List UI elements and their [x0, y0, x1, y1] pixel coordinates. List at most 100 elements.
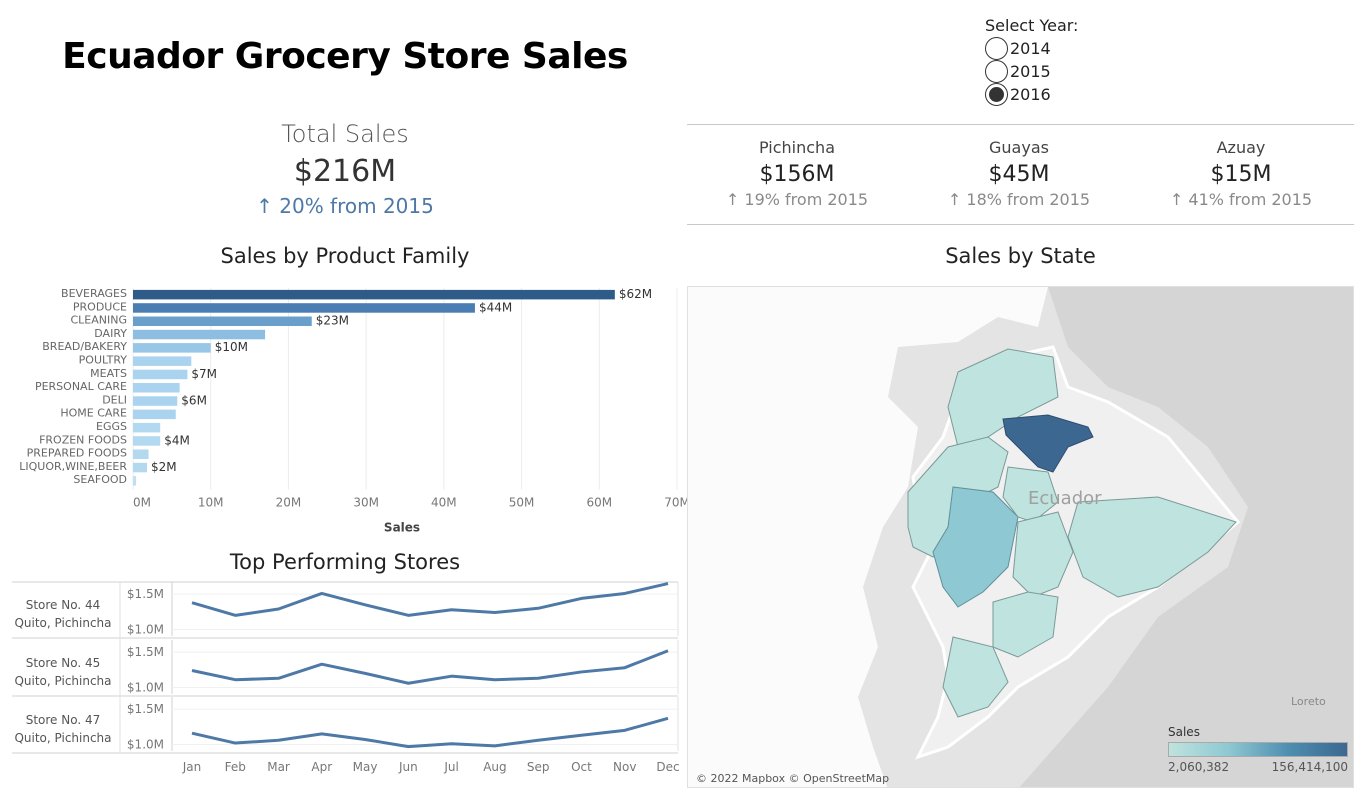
category-label: EGGS	[96, 420, 127, 433]
year-option-label: 2016	[1010, 85, 1051, 104]
kpi-state-name: Guayas	[989, 138, 1049, 157]
x-tick-label: Jan	[182, 760, 202, 774]
category-label: LIQUOR,WINE,BEER	[19, 460, 127, 473]
store-location: Quito, Pichincha	[14, 731, 111, 745]
bar	[133, 383, 180, 393]
map-title: Sales by State	[945, 244, 1096, 268]
state-loja[interactable]	[942, 636, 1009, 718]
bar-value-label: $44M	[479, 300, 512, 314]
bar	[133, 409, 176, 420]
kpi-state-name: Azuay	[1216, 138, 1266, 157]
x-tick-label: Aug	[483, 760, 506, 774]
kpi-state-value: $45M	[988, 162, 1050, 187]
series-line	[191, 716, 669, 749]
state-guayas[interactable]	[932, 486, 1019, 608]
store-name: Store No. 44	[26, 598, 101, 612]
series-line	[191, 649, 669, 685]
product-family-chart-title: Sales by Product Family	[220, 244, 470, 268]
neighbor-country-area	[1019, 287, 1353, 787]
state-esmeraldas[interactable]	[947, 348, 1059, 448]
sales-by-state-map[interactable]: Ecuador Loreto © 2022 Mapbox © OpenStree…	[687, 286, 1354, 788]
x-tick-label: 30M	[353, 496, 379, 510]
legend-min: 2,060,382	[1168, 760, 1230, 774]
category-label: DAIRY	[94, 327, 127, 340]
y-tick-label: $1.0M	[127, 680, 164, 694]
line-chart-svg: $1.5M $1.0M Store No. 44 Quito, Pichincha $1…	[12, 581, 680, 774]
store-location: Quito, Pichincha	[14, 616, 111, 630]
bar-value-label: $7M	[191, 367, 217, 381]
category-label: HOME CARE	[60, 407, 127, 420]
kpi-pichincha: Pichincha $156M ↑ 19% from 2015	[686, 138, 908, 209]
map-canvas[interactable]: Ecuador Loreto © 2022 Mapbox © OpenStree…	[688, 287, 1354, 788]
category-label: BEVERAGES	[61, 287, 127, 300]
kpi-state-name: Pichincha	[758, 138, 835, 157]
store-name: Store No. 45	[26, 656, 101, 670]
category-label: SEAFOOD	[73, 473, 127, 486]
state-chimborazo[interactable]	[1012, 511, 1074, 598]
kpi-state-value: $156M	[759, 162, 835, 187]
bar	[133, 476, 137, 486]
top-stores-line-chart: $1.5M $1.0M Store No. 44 Quito, Pichincha $1…	[0, 578, 690, 778]
kpi-state-change: ↑ 19% from 2015	[725, 190, 869, 209]
x-tick-label: 40M	[431, 496, 457, 510]
legend-title: Sales	[1168, 725, 1200, 739]
category-label: POULTRY	[79, 354, 128, 367]
kpi-top-divider	[687, 124, 1354, 125]
total-sales-change: ↑ 20% from 2015	[256, 194, 434, 218]
total-sales-value: $216M	[293, 154, 397, 189]
map-country-label: Ecuador	[1028, 488, 1102, 509]
x-tick-label: 10M	[198, 496, 224, 510]
radio-button-selected-icon[interactable]	[985, 83, 1008, 106]
bar	[133, 462, 147, 473]
kpi-azuay: Azuay $15M ↑ 41% from 2015	[1130, 138, 1352, 209]
product-family-bar-chart: 0M 10M 20M 30M 40M 50M 60M 70M BEVERAGES $62M PROD…	[0, 284, 690, 540]
kpi-state-change: ↑ 41% from 2015	[1169, 190, 1313, 209]
bar-value-label: $62M	[619, 287, 652, 301]
x-tick-label: 70M	[664, 496, 690, 510]
bar	[133, 369, 188, 380]
y-tick-label: $1.5M	[127, 702, 164, 716]
category-label: CLEANING	[70, 314, 127, 327]
kpi-state-value: $15M	[1210, 162, 1272, 187]
x-axis-label: Sales	[384, 521, 420, 535]
state-pastaza[interactable]	[1067, 496, 1237, 598]
year-option-2014[interactable]: 2014	[985, 37, 1078, 60]
legend-color-ramp	[1168, 742, 1348, 757]
y-tick-label: $1.0M	[127, 737, 164, 751]
radio-button-icon[interactable]	[985, 37, 1008, 60]
y-tick-label: $1.5M	[127, 587, 164, 601]
x-tick-label: Oct	[571, 760, 592, 774]
category-label: DELI	[102, 393, 127, 406]
legend-max: 156,414,100	[1271, 760, 1348, 774]
bar-value-label: $10M	[215, 340, 248, 354]
x-tick-label: Apr	[311, 760, 332, 774]
x-tick-label: 60M	[586, 496, 612, 510]
kpi-bottom-divider	[687, 224, 1354, 225]
bar-value-label: $23M	[316, 314, 349, 328]
x-tick-label: 50M	[509, 496, 535, 510]
radio-button-icon[interactable]	[985, 60, 1008, 83]
year-filter: Select Year: 2014 2015 2016	[985, 16, 1078, 106]
bar	[133, 422, 161, 433]
category-label: FROZEN FOODS	[39, 433, 127, 446]
category-label: MEATS	[90, 367, 127, 380]
store-name: Store No. 47	[26, 713, 101, 727]
x-tick-label: Feb	[225, 760, 246, 774]
legend-range: 2,060,382 156,414,100	[1168, 760, 1348, 774]
y-tick-label: $1.0M	[127, 622, 164, 636]
map-legend: Sales 2,060,382 156,414,100	[1168, 725, 1348, 774]
x-tick-label: Nov	[613, 760, 636, 774]
bar	[133, 396, 178, 406]
bar-value-label: $6M	[181, 393, 207, 407]
bar	[133, 449, 149, 459]
x-tick-label: 20M	[276, 496, 302, 510]
store-location: Quito, Pichincha	[14, 674, 111, 688]
category-label: PERSONAL CARE	[35, 380, 127, 393]
year-option-2015[interactable]: 2015	[985, 60, 1078, 83]
map-region-label: Loreto	[1291, 695, 1326, 708]
bar	[133, 303, 475, 313]
x-tick-label: Jun	[398, 760, 418, 774]
year-option-2016[interactable]: 2016	[985, 83, 1078, 106]
year-option-label: 2015	[1010, 62, 1051, 81]
state-pichincha[interactable]	[1002, 414, 1094, 473]
